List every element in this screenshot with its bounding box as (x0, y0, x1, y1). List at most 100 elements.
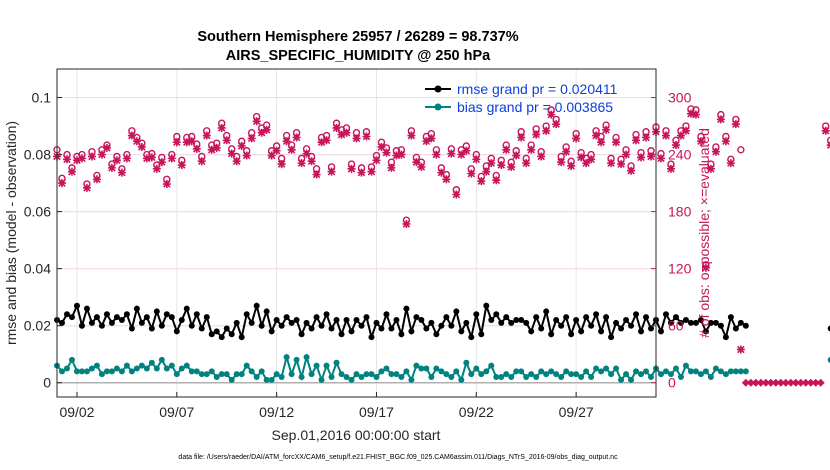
bias-point (618, 376, 625, 383)
obs-evaluated-marker (142, 154, 151, 163)
obs-evaluated-marker (172, 138, 181, 147)
bias-point (573, 371, 580, 378)
bias-point (672, 365, 679, 372)
bias-point (633, 368, 640, 375)
rmse-point (243, 311, 250, 318)
rmse-point (248, 319, 255, 326)
bias-point (418, 365, 425, 372)
rmse-point (108, 319, 115, 326)
bias-point (248, 368, 255, 375)
rmse-point (692, 319, 699, 326)
bias-point (593, 365, 600, 372)
bias-point (727, 368, 734, 375)
bias-point (722, 371, 729, 378)
obs-evaluated-marker (632, 136, 641, 145)
bias-point (493, 374, 500, 381)
bias-point (268, 376, 275, 383)
obs-evaluated-marker (212, 143, 221, 152)
obs-evaluated-marker (72, 156, 81, 165)
obs-evaluated-marker (67, 167, 76, 176)
rmse-point (543, 308, 550, 315)
rmse-point (538, 325, 545, 332)
bias-point (363, 371, 370, 378)
bias-point (78, 368, 85, 375)
y-tick-label-right: 180 (668, 204, 692, 220)
rmse-point (618, 325, 625, 332)
rmse-point (503, 314, 510, 321)
bias-point (598, 368, 605, 375)
rmse-point (528, 328, 535, 335)
bias-point (223, 371, 230, 378)
rmse-point (628, 322, 635, 329)
bias-point (188, 368, 195, 375)
bias-point (283, 354, 290, 361)
rmse-point (667, 319, 674, 326)
obs-evaluated-marker (302, 149, 311, 158)
rmse-point (558, 322, 565, 329)
obs-evaluated-marker (741, 378, 750, 387)
rmse-point (88, 319, 95, 326)
bias-point (273, 371, 280, 378)
obs-evaluated-marker (796, 378, 805, 387)
rmse-point (213, 328, 220, 335)
rmse-point (478, 331, 485, 338)
bias-point (183, 362, 190, 369)
rmse-point (418, 316, 425, 323)
obs-evaluated-marker (791, 378, 800, 387)
obs-evaluated-marker (542, 126, 551, 135)
bias-point (208, 368, 215, 375)
rmse-point (677, 319, 684, 326)
rmse-point (443, 314, 450, 321)
y-tick-label-right: 300 (668, 90, 692, 106)
obs-evaluated-marker (352, 134, 361, 143)
bias-point (503, 371, 510, 378)
rmse-point (128, 325, 135, 332)
obs-evaluated-marker (112, 156, 121, 165)
obs-evaluated-marker (97, 150, 106, 159)
obs-evaluated-marker (552, 120, 561, 129)
rmse-point (428, 319, 435, 326)
rmse-point (657, 328, 664, 335)
obs-evaluated-marker (492, 176, 501, 185)
rmse-point (148, 325, 155, 332)
rmse-point (493, 311, 500, 318)
bias-point (468, 371, 475, 378)
bias-point (383, 365, 390, 372)
rmse-point (158, 322, 165, 329)
bias-point (528, 371, 535, 378)
obs-evaluated-marker (342, 128, 351, 137)
obs-evaluated-marker (432, 150, 441, 159)
obs-evaluated-marker (686, 109, 695, 118)
obs-evaluated-marker (152, 164, 161, 173)
bias-point (193, 368, 200, 375)
obs-evaluated-marker (77, 154, 86, 163)
obs-evaluated-marker (402, 219, 411, 228)
obs-evaluated-marker (701, 263, 710, 272)
rmse-point (578, 328, 585, 335)
bias-point (638, 371, 645, 378)
bias-point (538, 368, 545, 375)
rmse-point (633, 311, 640, 318)
rmse-point (268, 328, 275, 335)
bias-point (198, 371, 205, 378)
bias-point (657, 371, 664, 378)
bias-point (378, 368, 385, 375)
bias-point (178, 365, 185, 372)
obs-evaluated-marker (696, 137, 705, 146)
obs-count-marks (53, 105, 830, 387)
y-tick-label-left: 0.08 (24, 147, 51, 163)
bias-point (697, 371, 704, 378)
obs-evaluated-marker (377, 142, 386, 151)
rmse-point (468, 334, 475, 341)
rmse-point (223, 325, 230, 332)
obs-evaluated-marker (761, 378, 770, 387)
rmse-point (303, 319, 310, 326)
x-axis-label: Sep.01,2016 00:00:00 start (272, 427, 441, 443)
rmse-point (328, 325, 335, 332)
bias-point (662, 368, 669, 375)
bias-point (158, 356, 165, 363)
rmse-point (593, 311, 600, 318)
rmse-point (433, 331, 440, 338)
bias-point (448, 374, 455, 381)
